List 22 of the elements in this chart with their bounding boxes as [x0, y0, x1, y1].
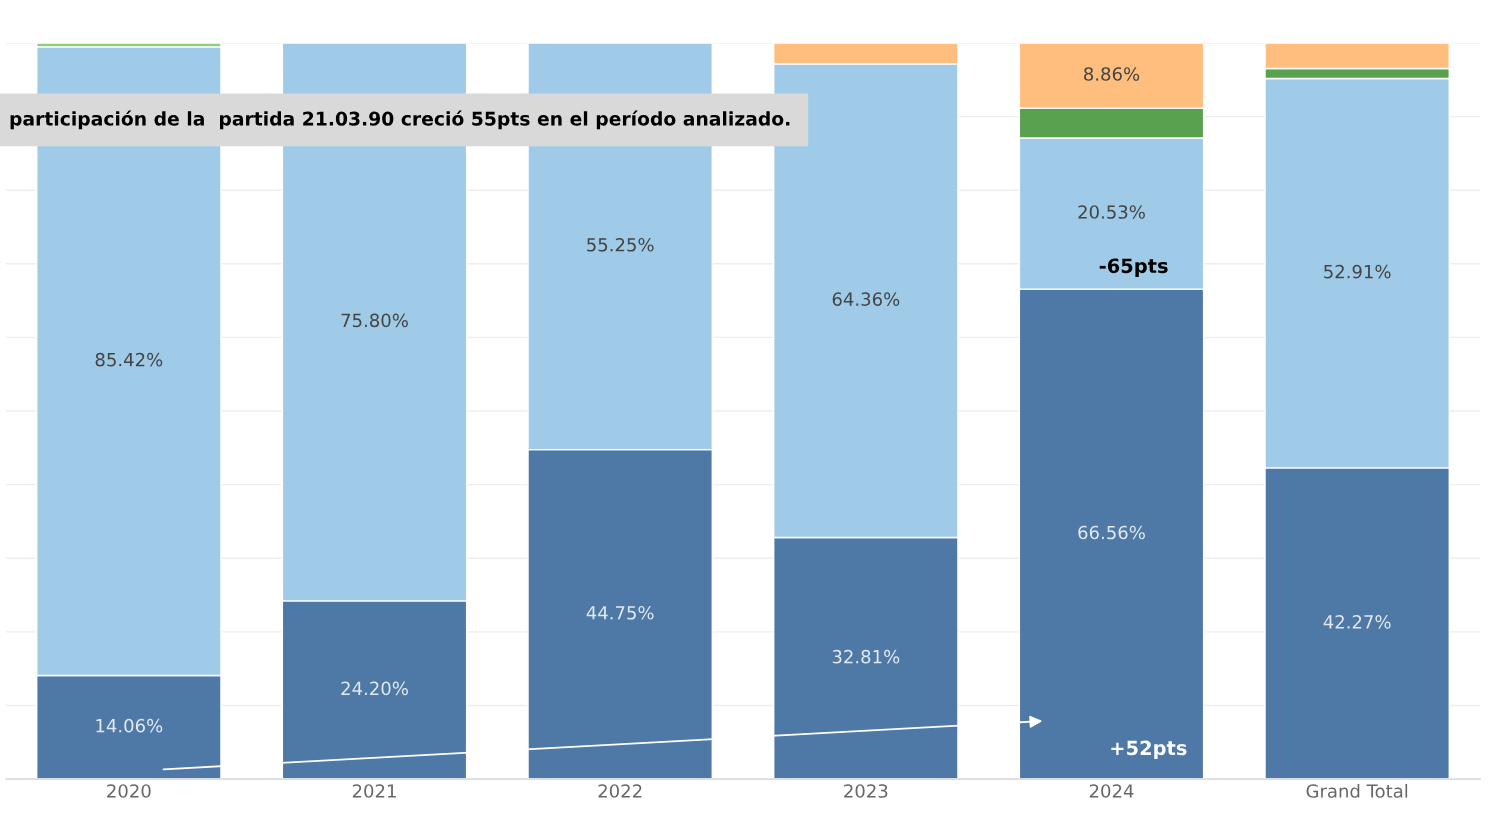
- data-label: 24.20%: [341, 681, 408, 696]
- data-label: 44.75%: [586, 605, 654, 620]
- x-tick-label: 2021: [352, 784, 396, 798]
- data-label: 42.27%: [1323, 615, 1391, 629]
- data-label: 85.42%: [95, 352, 163, 367]
- data-label: 75.80%: [341, 313, 408, 328]
- x-tick-label: Grand Total: [1306, 783, 1408, 798]
- data-label: 52.91%: [1324, 264, 1391, 279]
- x-tick-label: 2023: [844, 784, 888, 798]
- x-tick-label: 2020: [107, 784, 151, 798]
- annotation: -65pts: [1099, 258, 1168, 277]
- data-label: 8.86%: [1084, 67, 1140, 81]
- data-label: 14.06%: [96, 718, 163, 733]
- data-label: 55.25%: [587, 237, 654, 252]
- x-tick-label: 2024: [1089, 784, 1134, 798]
- x-tick-label: 2022: [598, 784, 642, 798]
- annotation: participación de la partida 21.03.90 creció 55pts en el período analizado.: [10, 110, 790, 130]
- data-label: 32.81%: [832, 649, 900, 664]
- data-label: 20.53%: [1078, 205, 1145, 219]
- data-label: 64.36%: [832, 292, 900, 306]
- data-label: 66.56%: [1078, 525, 1145, 540]
- annotation: +52pts: [1111, 740, 1187, 759]
